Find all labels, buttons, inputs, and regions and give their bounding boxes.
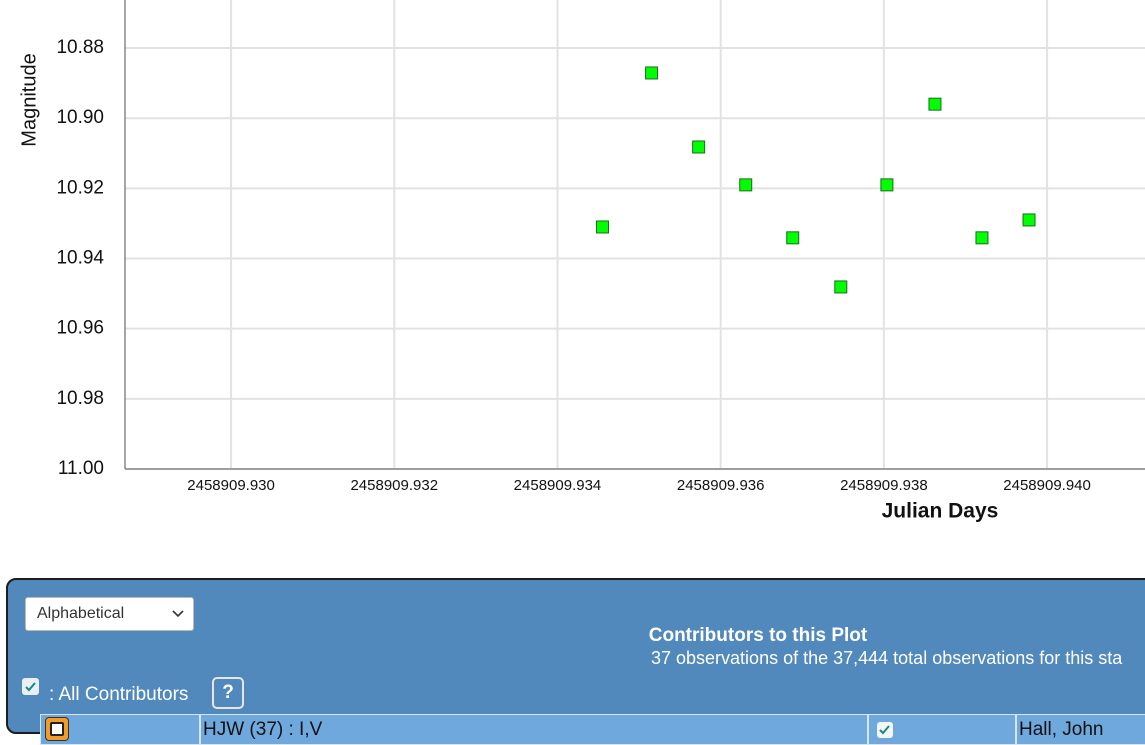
sort-label: Alphabetical: [37, 605, 125, 622]
y-tick-label: 10.92: [56, 177, 104, 198]
y-tick-label: 10.98: [56, 388, 104, 409]
y-tick-label: 11.00: [58, 458, 104, 479]
chevron: [172, 610, 184, 618]
x-tick-label: 2458909.932: [350, 477, 438, 494]
row-label: HJW (37) : I,V: [203, 719, 323, 740]
y-axis-label: Magnitude: [18, 53, 40, 146]
row-cell: [868, 714, 1016, 745]
point: [834, 280, 848, 294]
y-tick-label: 10.88: [56, 37, 104, 58]
sort-select[interactable]: Alphabetical: [25, 597, 194, 631]
point: [928, 97, 942, 111]
point: [645, 66, 659, 80]
x-tick-label: 2458909.930: [187, 477, 275, 494]
y-tick-label: 10.90: [56, 107, 104, 128]
x-tick-label: 2458909.940: [1003, 477, 1091, 494]
row-cell: Hall, John: [1016, 714, 1145, 745]
point: [692, 140, 706, 154]
help-button[interactable]: ?: [212, 677, 244, 709]
point: [786, 231, 800, 245]
row-toggle[interactable]: [45, 717, 69, 741]
row-cell: [40, 714, 200, 745]
point: [1022, 213, 1036, 227]
x-tick-label: 2458909.938: [840, 477, 928, 494]
point: [880, 178, 894, 192]
point: [596, 220, 610, 234]
point: [739, 178, 753, 192]
row-name: Hall, John: [1019, 719, 1104, 740]
y-tick-label: 10.96: [56, 318, 104, 339]
contributors-panel: Alphabetical : All Contributors ? Contri…: [6, 578, 1145, 734]
x-tick-label: 2458909.936: [677, 477, 765, 494]
x-axis-label: Julian Days: [882, 500, 999, 523]
y-tick-label: 10.94: [56, 248, 104, 269]
panel-title: Contributors to this Plot: [648, 625, 868, 646]
point: [975, 231, 989, 245]
panel-subtitle: 37 observations of the 37,444 total obse…: [651, 648, 1123, 668]
chart: Magnitude Julian Days 10.88 10.90 10.92 10.…: [18, 0, 1145, 523]
row-checkbox[interactable]: [877, 722, 893, 738]
x-tick-label: 2458909.934: [514, 477, 602, 494]
all-label: : All Contributors: [49, 684, 189, 705]
all-checkbox[interactable]: [22, 678, 39, 695]
row-cell: HJW (37) : I,V: [200, 714, 868, 745]
